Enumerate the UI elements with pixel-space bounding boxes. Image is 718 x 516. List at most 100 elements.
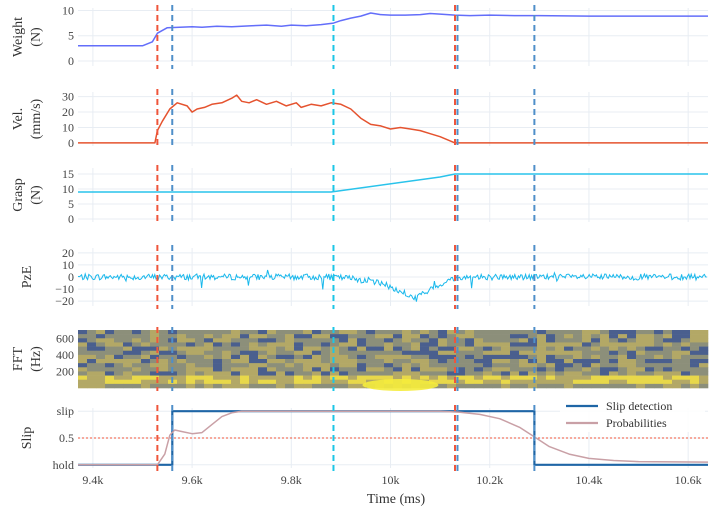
heatmap-cell: [195, 363, 205, 368]
heatmap-cell: [609, 330, 619, 335]
panel-background: [78, 8, 708, 66]
heatmap-cell: [222, 338, 232, 343]
heatmap-cell: [483, 383, 493, 389]
heatmap-cell: [681, 367, 691, 372]
heatmap-cell: [474, 334, 484, 339]
heatmap-cell: [294, 363, 304, 368]
heatmap-cell: [240, 354, 250, 360]
heatmap-cell: [429, 350, 439, 356]
heatmap-cell: [519, 350, 529, 356]
heatmap-cell: [366, 354, 376, 360]
heatmap-cell: [447, 363, 457, 368]
heatmap-cell: [294, 342, 304, 347]
heatmap-cell: [627, 359, 637, 364]
heatmap-cell: [618, 330, 628, 335]
heatmap-cell: [114, 371, 124, 376]
heatmap-cell: [213, 338, 223, 343]
heatmap-cell: [645, 342, 655, 347]
heatmap-cell: [132, 354, 142, 360]
heatmap-cell: [231, 379, 241, 385]
heatmap-cell: [213, 375, 223, 381]
heatmap-cell: [474, 350, 484, 356]
heatmap-cell: [582, 379, 592, 385]
y-tick-label: 10: [62, 258, 74, 272]
heatmap-cell: [537, 359, 547, 364]
heatmap-cell: [357, 359, 367, 364]
heatmap-cell: [312, 363, 322, 368]
heatmap-cell: [564, 334, 574, 339]
heatmap-cell: [564, 359, 574, 364]
heatmap-cell: [627, 350, 637, 356]
y-axis-label: (mm/s): [29, 98, 44, 139]
heatmap-cell: [600, 379, 610, 385]
heatmap-cell: [366, 371, 376, 376]
heatmap-cell: [699, 354, 709, 360]
heatmap-cell: [528, 363, 538, 368]
heatmap-cell: [420, 346, 430, 352]
heatmap-cell: [375, 330, 385, 335]
heatmap-cell: [258, 371, 268, 376]
heatmap-cell: [267, 363, 277, 368]
heatmap-cell: [420, 375, 430, 381]
legend-box: [560, 398, 705, 432]
heatmap-cell: [87, 350, 97, 356]
heatmap-cell: [501, 334, 511, 339]
heatmap-cell: [429, 342, 439, 347]
heatmap-cell: [573, 342, 583, 347]
heatmap-cell: [537, 330, 547, 335]
heatmap-cell: [357, 350, 367, 356]
heatmap-cell: [186, 342, 196, 347]
heatmap-cell: [258, 363, 268, 368]
heatmap-cell: [330, 375, 340, 381]
heatmap-cell: [186, 379, 196, 385]
heatmap-cell: [627, 334, 637, 339]
heatmap-cell: [465, 342, 475, 347]
heatmap-cell: [591, 367, 601, 372]
heatmap-cell: [510, 342, 520, 347]
y-tick-label: −20: [55, 294, 74, 308]
heatmap-cell: [636, 342, 646, 347]
heatmap-cell: [411, 363, 421, 368]
heatmap-cell: [393, 346, 403, 352]
heatmap-cell: [402, 371, 412, 376]
heatmap-cell: [465, 375, 475, 381]
heatmap-cell: [384, 334, 394, 339]
heatmap-cell: [285, 375, 295, 381]
heatmap-cell: [582, 342, 592, 347]
heatmap-cell: [465, 363, 475, 368]
heatmap-cell: [384, 367, 394, 372]
heatmap-cell: [312, 375, 322, 381]
heatmap-cell: [573, 367, 583, 372]
heatmap-cell: [546, 363, 556, 368]
y-tick-label: −10: [55, 282, 74, 296]
heatmap-cell: [258, 379, 268, 385]
heatmap-cell: [105, 363, 115, 368]
heatmap-cell: [330, 379, 340, 385]
heatmap-cell: [456, 346, 466, 352]
heatmap-cell: [285, 342, 295, 347]
heatmap-cell: [690, 350, 700, 356]
heatmap-cell: [456, 330, 466, 335]
heatmap-cell: [474, 330, 484, 335]
heatmap-cell: [213, 354, 223, 360]
heatmap-cell: [600, 371, 610, 376]
heatmap-cell: [411, 350, 421, 356]
heatmap-cell: [375, 342, 385, 347]
heatmap-cell: [510, 346, 520, 352]
heatmap-cell: [609, 346, 619, 352]
heatmap-cell: [546, 346, 556, 352]
heatmap-cell: [591, 359, 601, 364]
heatmap-cell: [438, 354, 448, 360]
heatmap-cell: [366, 367, 376, 372]
heatmap-cell: [267, 354, 277, 360]
heatmap-cell: [672, 338, 682, 343]
heatmap-cell: [438, 383, 448, 389]
heatmap-cell: [645, 338, 655, 343]
heatmap-cell: [384, 342, 394, 347]
heatmap-cell: [573, 338, 583, 343]
heatmap-cell: [555, 363, 565, 368]
heatmap-cell: [519, 379, 529, 385]
heatmap-cell: [348, 338, 358, 343]
heatmap-cell: [465, 379, 475, 385]
heatmap-cell: [438, 371, 448, 376]
